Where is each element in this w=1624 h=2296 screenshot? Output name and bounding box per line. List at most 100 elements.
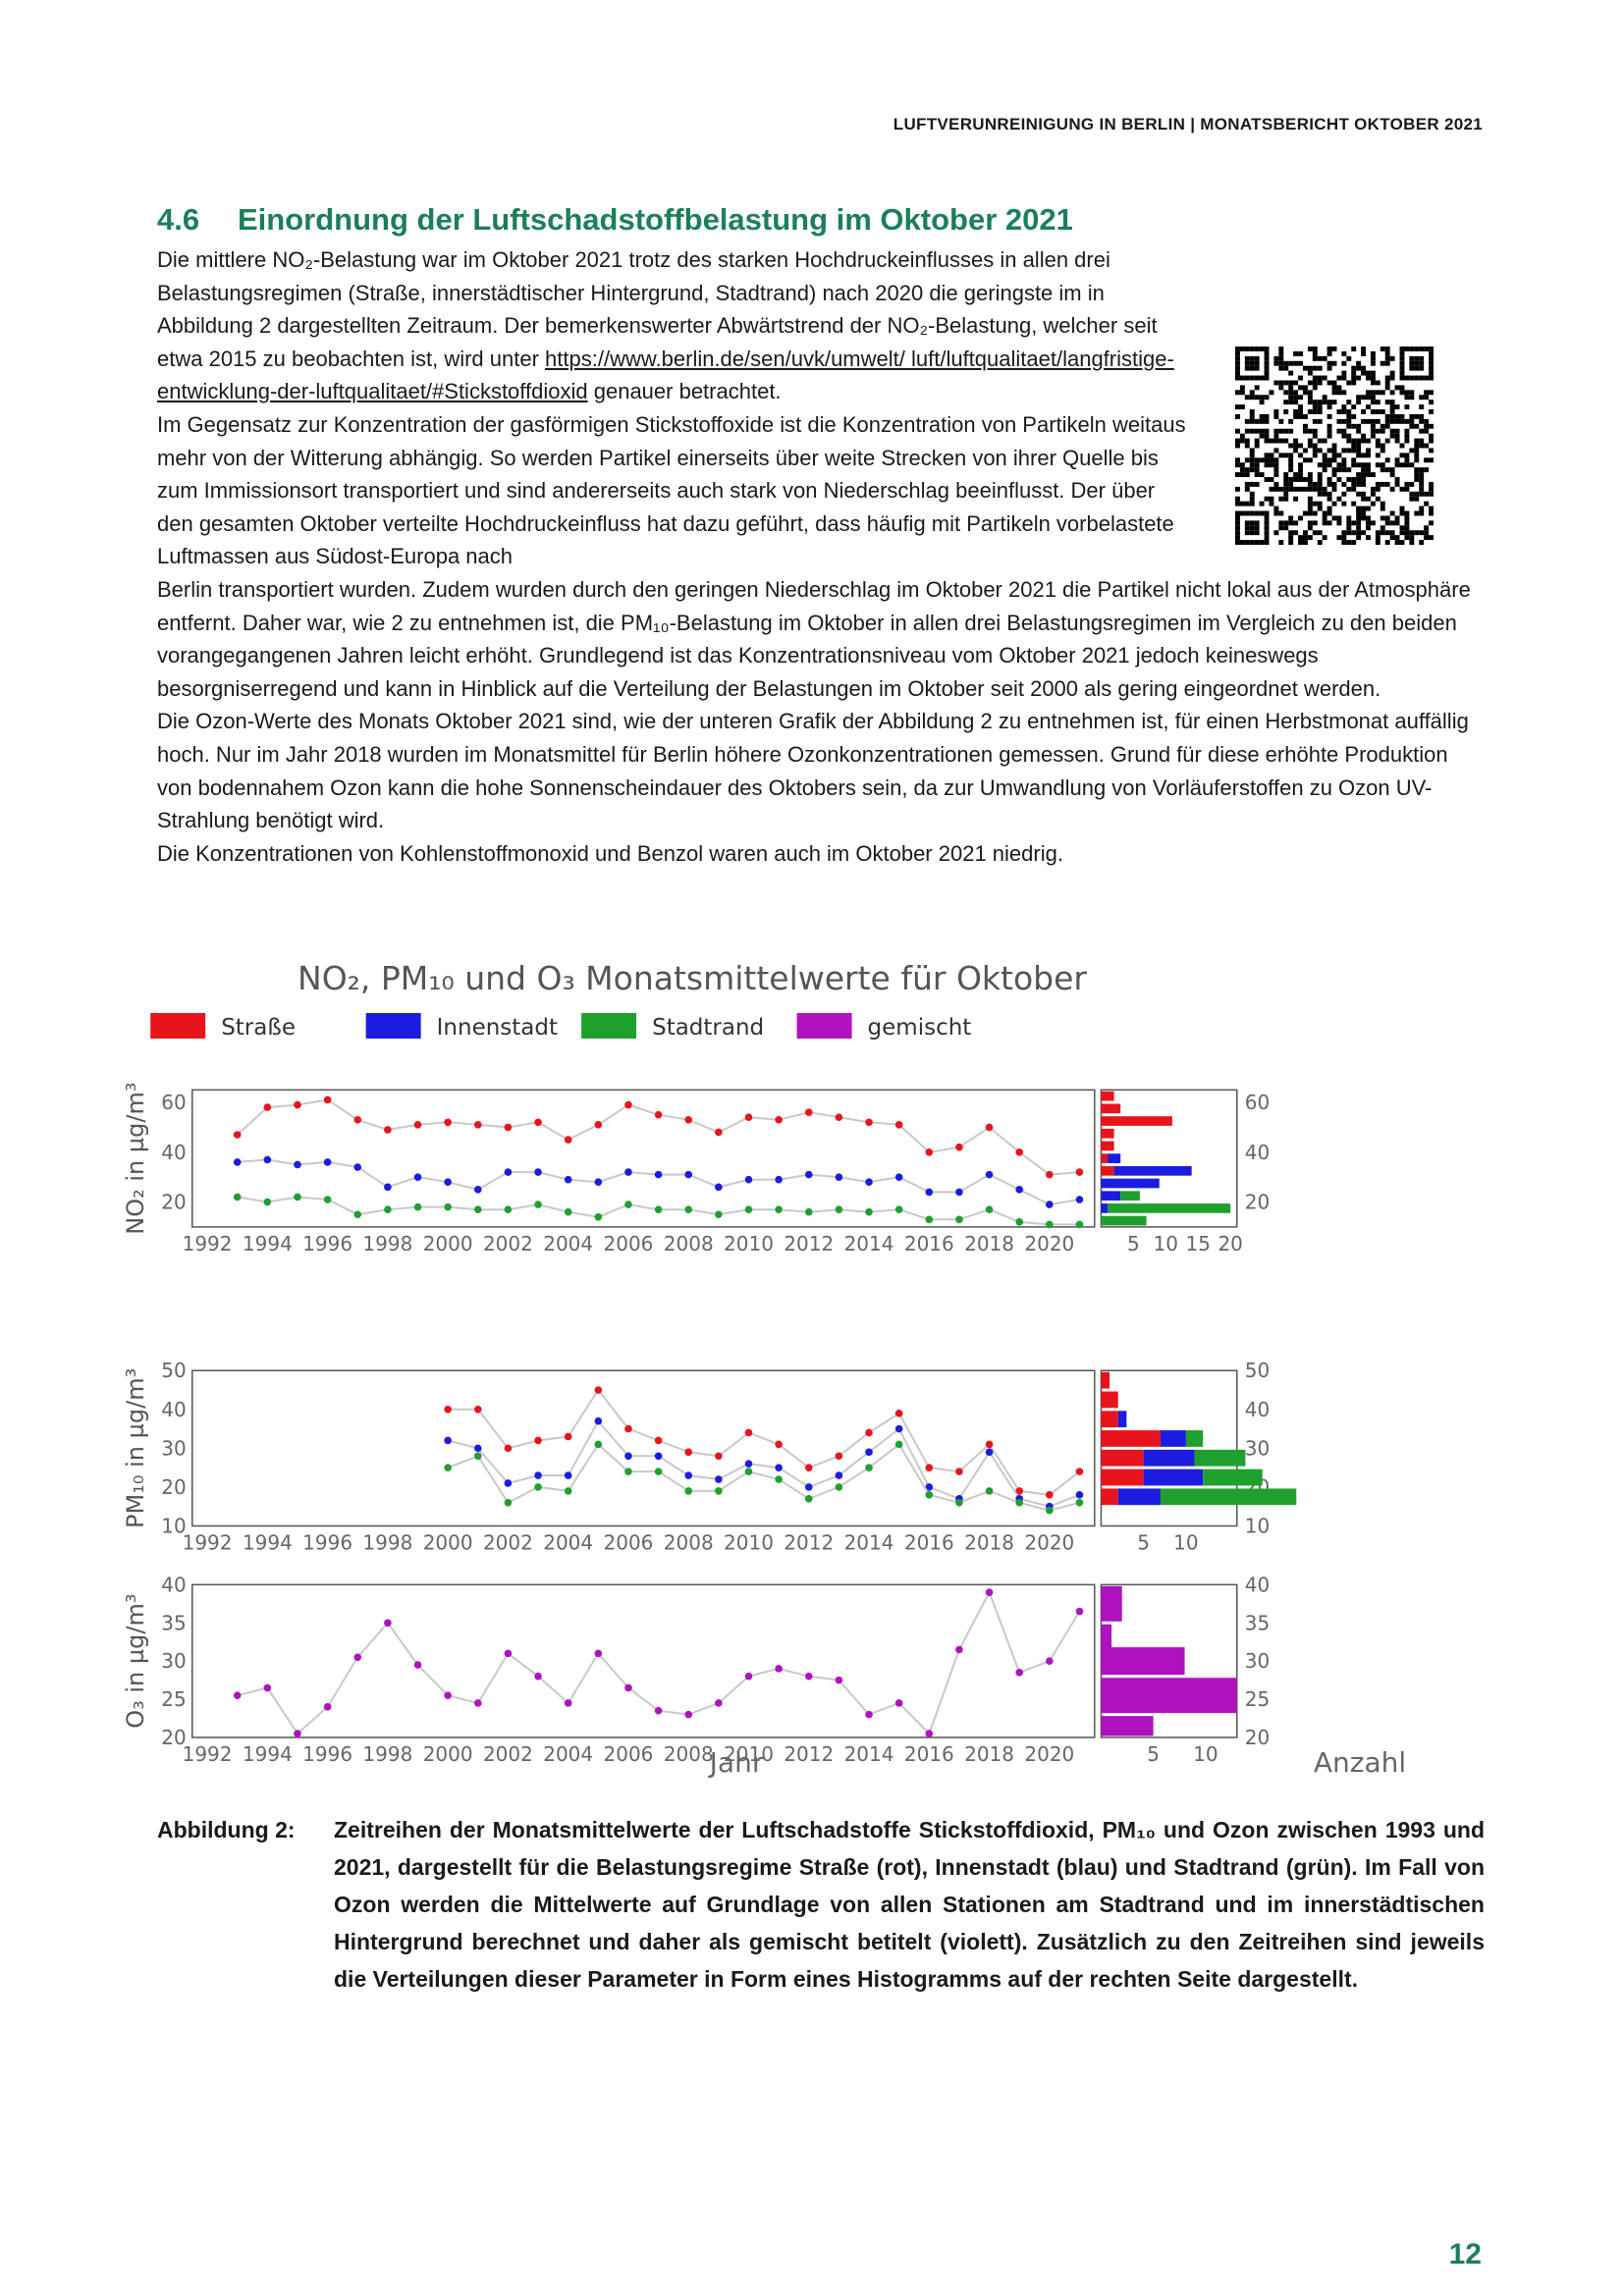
point-0-2-6 <box>413 1202 422 1211</box>
legend-label-2: Stadtrand <box>652 1015 764 1041</box>
point-2-0-25 <box>985 1588 994 1596</box>
point-1-2-21 <box>1075 1498 1084 1507</box>
point-2-0-7 <box>444 1691 452 1699</box>
point-0-2-21 <box>865 1207 873 1216</box>
x-tick-0-0: 1992 <box>183 1232 233 1255</box>
point-2-0-20 <box>835 1676 843 1684</box>
point-0-1-23 <box>925 1188 934 1197</box>
point-1-2-16 <box>925 1491 934 1499</box>
point-1-1-18 <box>985 1448 994 1457</box>
x-tick-2-14: 2020 <box>1024 1742 1074 1766</box>
x-tick-0-11: 2014 <box>844 1232 894 1255</box>
hist-bar-1-6-Straße <box>1101 1488 1118 1506</box>
paragraph-3: Die Ozon-Werte des Monats Oktober 2021 s… <box>157 709 1469 833</box>
point-0-1-14 <box>654 1170 663 1179</box>
point-0-0-22 <box>894 1121 903 1129</box>
point-0-1-25 <box>985 1170 994 1179</box>
hist-tick-0-3: 20 <box>1218 1232 1242 1255</box>
point-1-1-10 <box>744 1460 753 1468</box>
point-0-1-13 <box>624 1168 632 1176</box>
hist-bar-1-2-Innenstadt <box>1117 1411 1127 1428</box>
x-tick-2-3: 1998 <box>362 1742 412 1766</box>
hist-tick-1-1: 10 <box>1173 1531 1198 1555</box>
point-1-2-11 <box>775 1475 783 1483</box>
point-0-0-0 <box>233 1131 242 1139</box>
point-1-1-12 <box>804 1483 813 1491</box>
point-0-0-5 <box>384 1126 392 1134</box>
point-1-1-2 <box>504 1479 513 1487</box>
hist-bar-0-5-Innenstadt <box>1108 1153 1121 1163</box>
y-tick-1-4: 50 <box>161 1359 186 1382</box>
x-tick-2-5: 2002 <box>483 1742 533 1766</box>
hist-bar-1-4-Stadtrand <box>1194 1449 1246 1467</box>
series-line-1-1 <box>447 1418 1080 1508</box>
point-1-1-9 <box>715 1475 723 1483</box>
point-0-1-19 <box>804 1170 813 1179</box>
point-0-1-11 <box>564 1175 572 1184</box>
paragraph-4: Die Konzentrationen von Kohlenstoffmonox… <box>157 840 1063 866</box>
series-line-0-0 <box>237 1098 1080 1176</box>
x-tick-2-0: 1992 <box>183 1742 233 1766</box>
hist-bar-2-4-gemischt <box>1101 1716 1154 1736</box>
hist-bar-2-1-gemischt <box>1101 1624 1112 1660</box>
x-tick-1-5: 2002 <box>483 1531 533 1555</box>
point-1-2-20 <box>1046 1506 1054 1515</box>
point-1-2-8 <box>684 1487 693 1495</box>
point-0-0-26 <box>1015 1148 1024 1156</box>
point-1-0-1 <box>473 1406 482 1414</box>
point-0-2-16 <box>715 1210 723 1219</box>
x-tick-1-14: 2020 <box>1024 1531 1074 1555</box>
point-0-0-17 <box>744 1113 753 1122</box>
point-0-0-20 <box>835 1113 843 1122</box>
point-0-0-12 <box>594 1121 603 1129</box>
point-1-0-12 <box>804 1464 813 1471</box>
point-0-1-15 <box>684 1170 693 1179</box>
y-tick-1-2: 30 <box>161 1436 186 1460</box>
hist-bar-2-2-gemischt <box>1101 1647 1185 1676</box>
point-0-0-10 <box>534 1118 542 1127</box>
point-0-1-20 <box>835 1173 843 1181</box>
hist-bar-0-6-Straße <box>1101 1165 1114 1176</box>
point-1-1-11 <box>775 1464 783 1471</box>
x-tick-2-8: 2008 <box>664 1742 714 1766</box>
point-1-2-7 <box>654 1468 663 1475</box>
point-1-0-2 <box>504 1444 513 1453</box>
x-tick-0-8: 2008 <box>664 1232 714 1255</box>
point-1-0-3 <box>534 1436 542 1445</box>
series-line-1-0 <box>448 1388 1081 1496</box>
point-1-2-1 <box>473 1452 482 1461</box>
hist-bar-0-3-Straße <box>1101 1128 1114 1139</box>
point-1-2-3 <box>534 1483 542 1491</box>
point-0-0-8 <box>473 1121 482 1129</box>
legend-swatch-0 <box>150 1013 206 1039</box>
y-axis-label-0: NO₂ in µg/m³ <box>122 1083 149 1235</box>
point-1-1-8 <box>684 1471 693 1479</box>
point-0-2-3 <box>323 1196 332 1203</box>
point-0-2-17 <box>744 1205 753 1213</box>
langfristige-entwicklung-link[interactable]: https://www.berlin.de/sen/uvk/umwelt/ lu… <box>157 346 1174 404</box>
hist-bar-1-6-Innenstadt <box>1117 1488 1161 1506</box>
point-0-0-13 <box>624 1100 632 1109</box>
point-0-0-28 <box>1075 1168 1084 1176</box>
y-axis-label-1: PM₁₀ in µg/m³ <box>122 1368 149 1528</box>
point-1-2-14 <box>865 1464 873 1471</box>
x-tick-0-6: 2004 <box>543 1232 593 1255</box>
hist-bar-1-1-Straße <box>1101 1391 1118 1409</box>
y-tick-2-2: 30 <box>161 1649 186 1673</box>
point-1-0-0 <box>444 1406 452 1414</box>
point-2-0-4 <box>353 1653 362 1662</box>
point-0-0-4 <box>353 1115 362 1124</box>
point-0-1-24 <box>955 1188 963 1197</box>
point-2-0-21 <box>865 1710 873 1719</box>
point-0-1-2 <box>294 1160 301 1169</box>
paragraph-2b: Berlin transportiert wurden. Zudem wurde… <box>157 576 1471 701</box>
legend: Straße Innenstadt Stadtrand gemischt <box>150 1013 971 1041</box>
hist-tick-2-1: 10 <box>1193 1742 1218 1766</box>
hist-bar-0-5-Straße <box>1101 1153 1109 1163</box>
qr-code[interactable] <box>1235 347 1434 545</box>
point-0-0-25 <box>985 1123 994 1132</box>
point-2-0-12 <box>594 1649 603 1658</box>
figure-2-chart: NO₂, PM₁₀ und O₃ Monatsmittelwerte für O… <box>122 959 1406 1779</box>
point-0-0-15 <box>684 1115 693 1124</box>
